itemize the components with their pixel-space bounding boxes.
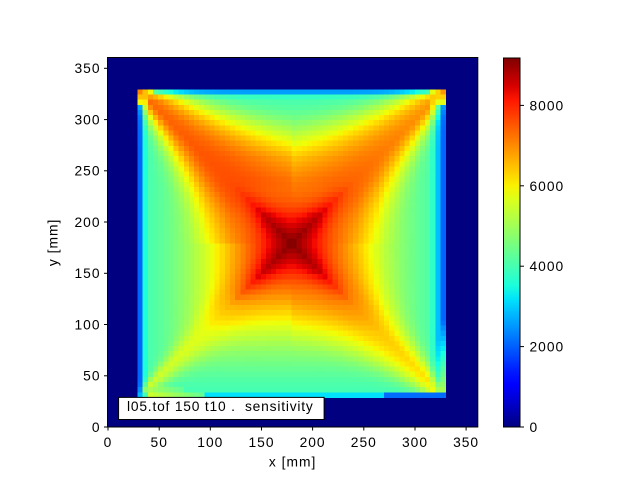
svg-text:x [mm]: x [mm] <box>269 455 316 470</box>
svg-text:100: 100 <box>197 435 223 450</box>
svg-text:200: 200 <box>300 435 326 450</box>
svg-text:50: 50 <box>83 369 100 384</box>
svg-text:y [mm]: y [mm] <box>46 219 61 266</box>
svg-text:6000: 6000 <box>530 179 565 194</box>
svg-text:150: 150 <box>74 266 100 281</box>
svg-text:350: 350 <box>74 61 100 76</box>
svg-text:250: 250 <box>351 435 377 450</box>
svg-text:8000: 8000 <box>530 98 565 113</box>
svg-text:100: 100 <box>74 317 100 332</box>
svg-text:0: 0 <box>530 420 539 435</box>
svg-text:250: 250 <box>74 164 100 179</box>
svg-text:150: 150 <box>248 435 274 450</box>
svg-text:4000: 4000 <box>530 259 565 274</box>
svg-text:50: 50 <box>151 435 168 450</box>
svg-text:0: 0 <box>104 435 113 450</box>
svg-text:300: 300 <box>74 112 100 127</box>
svg-text:350: 350 <box>453 435 479 450</box>
svg-text:l05.tof 150 t10 . sensitivity: l05.tof 150 t10 . sensitivity <box>127 399 314 414</box>
svg-text:0: 0 <box>92 420 101 435</box>
svg-text:200: 200 <box>74 215 100 230</box>
svg-text:300: 300 <box>402 435 428 450</box>
svg-text:2000: 2000 <box>530 340 565 355</box>
